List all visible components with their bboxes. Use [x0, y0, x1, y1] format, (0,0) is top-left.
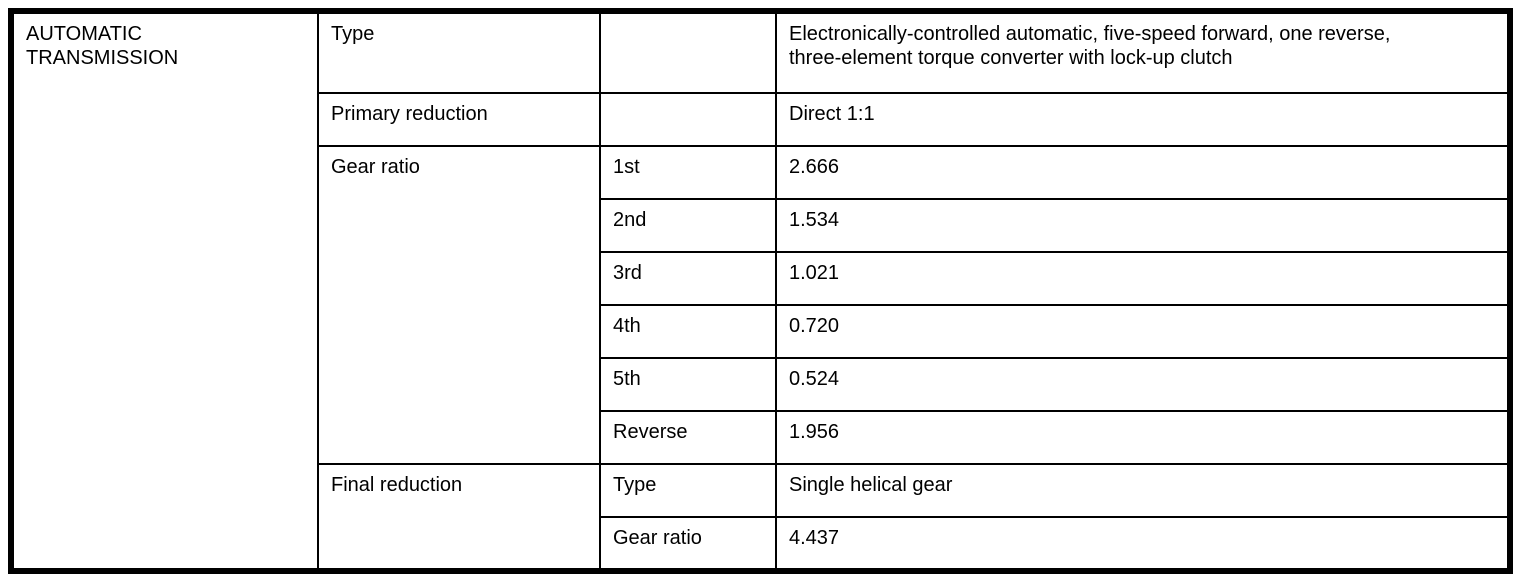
table-row: 2nd 1.534: [13, 198, 1509, 253]
table-row: AUTOMATIC TRANSMISSION Type Electronical…: [12, 12, 1509, 570]
spec-value-3rd: 1.021: [775, 251, 1509, 306]
spec-sublabel-4th: 4th: [599, 304, 777, 359]
spec-table-frame: AUTOMATIC TRANSMISSION Type Electronical…: [8, 8, 1513, 574]
table-row: Primary reduction Direct 1:1: [13, 92, 1509, 147]
table-row: 5th 0.524: [13, 357, 1509, 412]
section-label: AUTOMATIC TRANSMISSION: [26, 23, 179, 69]
spec-value-5th: 0.524: [775, 357, 1509, 412]
automatic-transmission-spec-table: AUTOMATIC TRANSMISSION Type Electronical…: [12, 12, 1509, 570]
spec-value-1st: 2.666: [775, 145, 1509, 200]
spec-label-primary-reduction: Primary reduction: [317, 92, 601, 147]
spec-sublabel-reverse: Reverse: [599, 410, 777, 465]
spec-sublabel-1st: 1st: [599, 145, 777, 200]
table-row: Final reduction Type Single helical gear: [13, 463, 1509, 570]
spec-sublabel-final-gear-ratio: Gear ratio: [599, 516, 777, 570]
table-row: Gear ratio 1st 2.666: [13, 145, 1509, 465]
spec-sublabel-3rd: 3rd: [599, 251, 777, 306]
spec-value-reverse: 1.956: [775, 410, 1509, 465]
spec-value-final-type: Single helical gear: [775, 463, 1509, 518]
spec-value-primary-reduction: Direct 1:1: [775, 92, 1509, 147]
spec-sublabel-empty: [599, 12, 777, 94]
spec-value-type-text: Electronically-controlled automatic, fiv…: [789, 23, 1391, 69]
table-row: 4th 0.720: [13, 304, 1509, 359]
table-row: Reverse 1.956: [13, 410, 1509, 465]
spec-sublabel-empty: [599, 92, 777, 147]
spec-value-final-gear-ratio: 4.437: [775, 516, 1509, 570]
spec-label-gear-ratio: Gear ratio: [317, 145, 601, 465]
section-label-cell: AUTOMATIC TRANSMISSION: [12, 12, 319, 570]
spec-value-2nd: 1.534: [775, 198, 1509, 253]
spec-sublabel-5th: 5th: [599, 357, 777, 412]
spec-value-type: Electronically-controlled automatic, fiv…: [775, 12, 1509, 94]
spec-value-4th: 0.720: [775, 304, 1509, 359]
table-row: 3rd 1.021: [13, 251, 1509, 306]
table-row: Gear ratio 4.437: [13, 516, 1509, 570]
spec-label-final-reduction: Final reduction: [317, 463, 601, 570]
spec-sublabel-final-type: Type: [599, 463, 777, 518]
spec-label-type: Type: [317, 12, 601, 94]
spec-sublabel-2nd: 2nd: [599, 198, 777, 253]
